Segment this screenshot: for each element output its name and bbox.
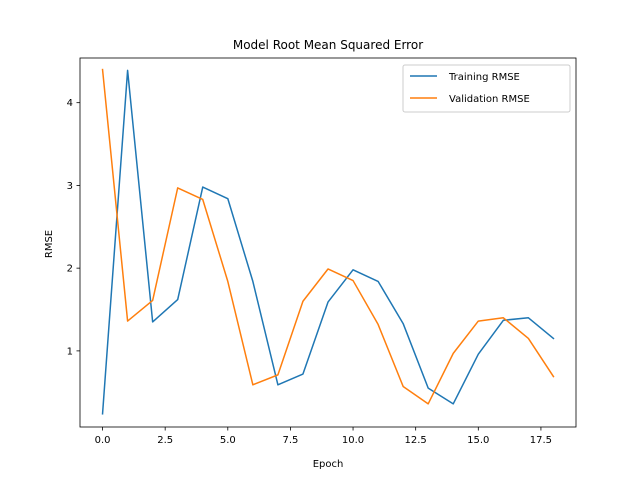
- x-tick-label: 15.0: [467, 435, 489, 446]
- legend-label: Validation RMSE: [449, 94, 530, 105]
- series-line-validation: [101, 68, 555, 405]
- axes-frame: [79, 57, 577, 428]
- legend-label: Training RMSE: [448, 72, 520, 83]
- x-tick-label: 10.0: [342, 435, 364, 446]
- y-tick-label: 1: [67, 346, 73, 357]
- y-tick-label: 2: [67, 264, 73, 275]
- legend: Training RMSE Validation RMSE: [402, 64, 571, 113]
- x-axis-label: Epoch: [313, 459, 344, 470]
- y-tick-label: 4: [67, 98, 73, 109]
- series-line-training: [101, 69, 555, 415]
- y-tick-label: 3: [67, 181, 73, 192]
- series-layer: [101, 68, 555, 415]
- x-tick-label: 5.0: [220, 435, 236, 446]
- ticks-layer: 0.0 2.5 5.0 7.5 10.0 12.5 15.0 17.5 1 2 3 4: [67, 98, 552, 446]
- x-tick-label: 7.5: [282, 435, 298, 446]
- x-tick-label: 12.5: [405, 435, 427, 446]
- x-tick-label: 17.5: [530, 435, 552, 446]
- x-tick-label: 0.0: [95, 435, 111, 446]
- legend-box: [402, 64, 571, 113]
- x-tick-label: 2.5: [157, 435, 173, 446]
- y-axis-label: RMSE: [44, 230, 55, 258]
- chart-title: Model Root Mean Squared Error: [233, 38, 423, 52]
